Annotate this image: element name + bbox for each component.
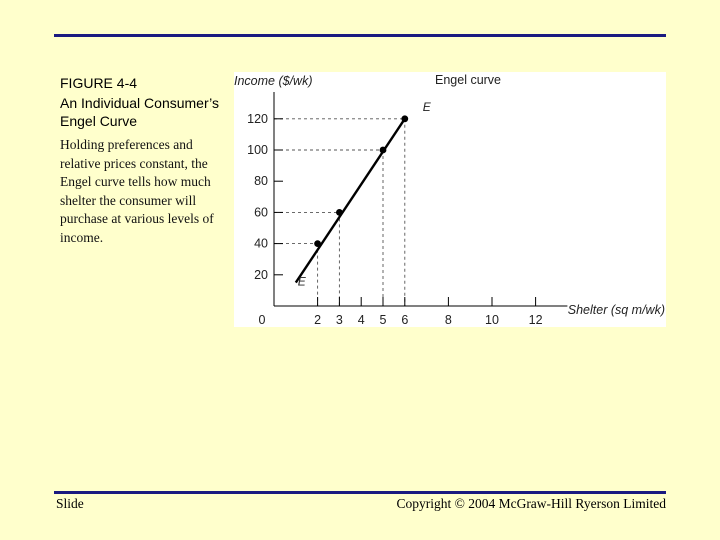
y-tick-label: 80 bbox=[254, 174, 268, 188]
y-tick-label: 20 bbox=[254, 268, 268, 282]
figure-description: Holding preferences and relative prices … bbox=[60, 137, 214, 245]
x-tick-label: 12 bbox=[529, 313, 543, 327]
y-tick-label: 120 bbox=[247, 112, 268, 126]
data-point bbox=[314, 240, 321, 248]
x-axis-label: Shelter (sq m/wk) bbox=[568, 303, 665, 317]
slide-label: Slide bbox=[56, 496, 84, 511]
x-tick-label: 2 bbox=[314, 313, 321, 327]
x-tick-label: 5 bbox=[380, 313, 387, 327]
x-tick-label: 8 bbox=[445, 313, 452, 327]
data-point bbox=[401, 115, 409, 123]
x-tick-label: 3 bbox=[336, 313, 343, 327]
y-tick-label: 100 bbox=[247, 143, 268, 157]
curve-end-label: E bbox=[423, 100, 432, 114]
curve-group bbox=[294, 115, 409, 284]
top-rule bbox=[54, 34, 666, 37]
figure-title: An Individual Consumer’s Engel Curve bbox=[60, 95, 220, 129]
axes bbox=[273, 92, 568, 307]
x-tick-label: 0 bbox=[259, 313, 266, 327]
y-tick-label: 40 bbox=[254, 237, 268, 251]
x-tick-label: 10 bbox=[485, 313, 499, 327]
curve-label: Engel curve bbox=[435, 73, 501, 87]
copyright: Copyright © 2004 McGraw-Hill Ryerson Lim… bbox=[396, 496, 666, 511]
chart-panel: 20 40 60 80 100 120 0 2 3 4 5 6 8 10 12 Income ($/wk) … bbox=[234, 72, 666, 327]
engel-curve-line bbox=[294, 118, 406, 284]
x-tick-label: 6 bbox=[401, 313, 408, 327]
y-axis-label: Income ($/wk) bbox=[234, 74, 313, 88]
curve-start-label: E bbox=[298, 275, 307, 289]
y-tick-label: 60 bbox=[254, 205, 268, 219]
data-point bbox=[379, 146, 387, 154]
ticks: 20 40 60 80 100 120 0 2 3 4 5 6 8 10 12 bbox=[247, 112, 542, 327]
x-tick-label: 4 bbox=[358, 313, 365, 327]
data-point bbox=[336, 209, 343, 216]
bottom-rule bbox=[54, 491, 666, 494]
figure-label: FIGURE 4-4 bbox=[60, 75, 138, 91]
figure-caption: FIGURE 4-4 An Individual Consumer’s Enge… bbox=[60, 74, 228, 247]
